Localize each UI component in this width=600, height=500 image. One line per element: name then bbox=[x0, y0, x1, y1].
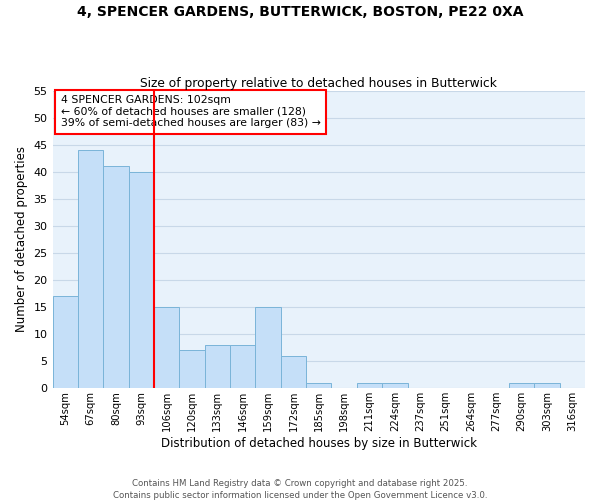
Bar bbox=[78, 150, 103, 388]
Bar bbox=[281, 356, 306, 388]
Y-axis label: Number of detached properties: Number of detached properties bbox=[15, 146, 28, 332]
Bar bbox=[306, 383, 331, 388]
Bar bbox=[230, 345, 256, 389]
Bar bbox=[53, 296, 78, 388]
Text: Contains HM Land Registry data © Crown copyright and database right 2025.
Contai: Contains HM Land Registry data © Crown c… bbox=[113, 478, 487, 500]
Bar bbox=[154, 307, 179, 388]
Bar bbox=[357, 383, 382, 388]
Bar bbox=[256, 307, 281, 388]
X-axis label: Distribution of detached houses by size in Butterwick: Distribution of detached houses by size … bbox=[161, 437, 477, 450]
Bar bbox=[179, 350, 205, 389]
Bar bbox=[382, 383, 407, 388]
Text: 4 SPENCER GARDENS: 102sqm
← 60% of detached houses are smaller (128)
39% of semi: 4 SPENCER GARDENS: 102sqm ← 60% of detac… bbox=[61, 95, 320, 128]
Title: Size of property relative to detached houses in Butterwick: Size of property relative to detached ho… bbox=[140, 76, 497, 90]
Bar bbox=[128, 172, 154, 388]
Bar bbox=[205, 345, 230, 389]
Text: 4, SPENCER GARDENS, BUTTERWICK, BOSTON, PE22 0XA: 4, SPENCER GARDENS, BUTTERWICK, BOSTON, … bbox=[77, 5, 523, 19]
Bar bbox=[534, 383, 560, 388]
Bar bbox=[509, 383, 534, 388]
Bar bbox=[103, 166, 128, 388]
